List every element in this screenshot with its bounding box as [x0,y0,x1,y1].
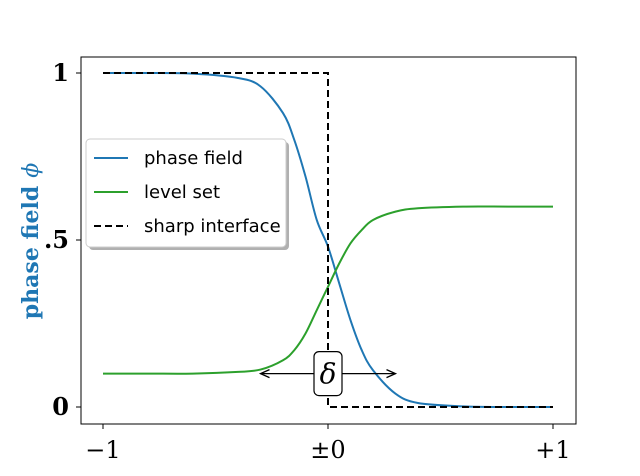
legend-label: phase field [144,148,243,169]
x-tick-label: ±0 [310,436,345,464]
y-tick-label: 1 [52,58,69,87]
y-tick-label: 0 [52,392,69,421]
series-line-sharp-interface [103,72,553,408]
y-axis-label-text: phase field [18,186,44,319]
delta-label-box [313,351,343,397]
delta-arrow-head-right [386,369,398,379]
legend-label: sharp interface [144,216,281,237]
axes-layer: −1 ±0 +1 0 .5 1 [44,56,577,464]
y-axis-label-symbol: ϕ [19,163,44,178]
y-axis-label: phase field ϕ [18,163,44,319]
y-tick-label: .5 [44,225,69,254]
legend: phase field level set sharp interface [85,138,289,250]
plot-lines-layer [102,71,554,409]
delta-annotation: δ [258,351,398,397]
x-tick-label: +1 [535,436,570,464]
series-line-level-set [102,205,553,375]
delta-label: δ [320,358,337,391]
legend-label: level set [144,182,220,203]
legend-box [85,138,287,248]
x-tick-label: −1 [85,436,120,464]
delta-arrow-head-left [258,369,270,379]
